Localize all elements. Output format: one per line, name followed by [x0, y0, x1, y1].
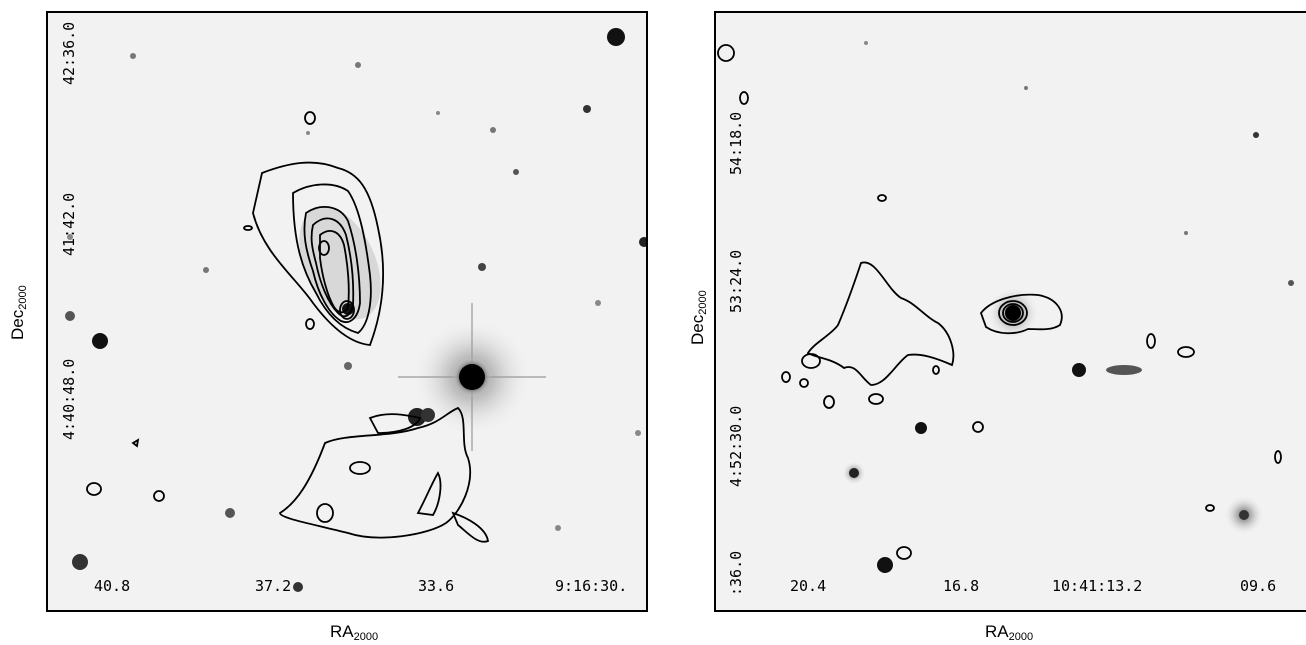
y-axis-label: Dec [688, 314, 707, 345]
y-tick-label: 54:18.0 [727, 111, 745, 175]
x-tick-label: 20.4 [790, 577, 827, 595]
x-axis-sub: 2000 [1008, 631, 1034, 643]
y-tick-label: :36.0 [727, 550, 745, 596]
right-sky-image [717, 41, 1294, 573]
y-axis-title: Dec2000 [688, 290, 709, 345]
y-tick-label: 53:24.0 [727, 249, 745, 313]
left-sky-image [65, 28, 646, 592]
x-axis-title: RA2000 [330, 622, 378, 643]
lower-contours [86, 406, 489, 543]
y-tick-label: 4:40:48.0 [60, 358, 78, 440]
left-image-frame [46, 11, 648, 612]
x-tick-label: 09.6 [1240, 577, 1277, 595]
x-tick-label: 37.2 [255, 577, 292, 595]
y-tick-label: 42:36.0 [60, 21, 78, 85]
x-tick-label: 40.8 [94, 577, 131, 595]
x-axis-label: RA [985, 622, 1009, 641]
y-axis-sub: 2000 [17, 285, 29, 310]
right-contours [717, 44, 1282, 560]
x-tick-label: 33.6 [418, 577, 455, 595]
y-axis-title: Dec2000 [8, 285, 29, 340]
y-tick-label: 41:42.0 [60, 192, 78, 256]
y-axis-sub: 2000 [697, 290, 709, 315]
x-tick-label: 16.8 [943, 577, 980, 595]
upper-contours [243, 111, 384, 346]
right-image-frame [714, 11, 1306, 612]
x-axis-sub: 2000 [353, 631, 379, 643]
x-tick-label: 9:16:30. [555, 577, 628, 595]
x-axis-label: RA [330, 622, 354, 641]
x-axis-title: RA2000 [985, 622, 1033, 643]
x-tick-label: 10:41:13.2 [1052, 577, 1143, 595]
y-axis-label: Dec [8, 309, 27, 340]
y-tick-label: 4:52:30.0 [727, 405, 745, 487]
